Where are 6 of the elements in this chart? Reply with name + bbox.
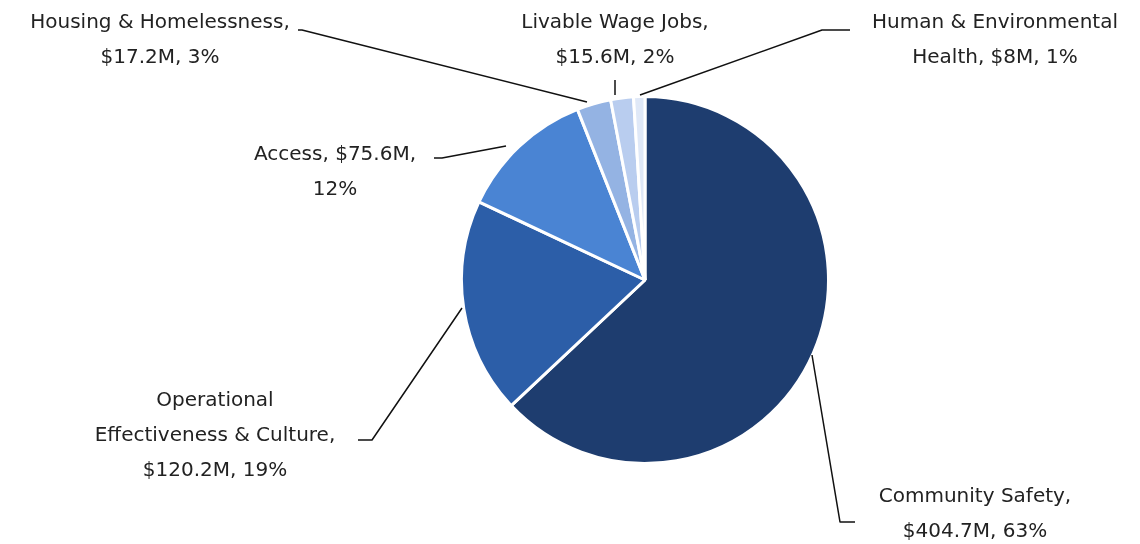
slice-label: Operational Effectiveness & Culture, $120.2M, 19% — [94, 387, 336, 481]
slice-label: Access, $75.6M, 12% — [253, 141, 417, 200]
slice-label: Community Safety, $404.7M, 63% — [878, 483, 1072, 542]
slice-label: Housing & Homelessness, $17.2M, 3% — [30, 9, 290, 68]
slice-label: Human & Environmental Health, $8M, 1% — [872, 9, 1118, 68]
slice-label: Livable Wage Jobs, $15.6M, 2% — [521, 9, 709, 68]
